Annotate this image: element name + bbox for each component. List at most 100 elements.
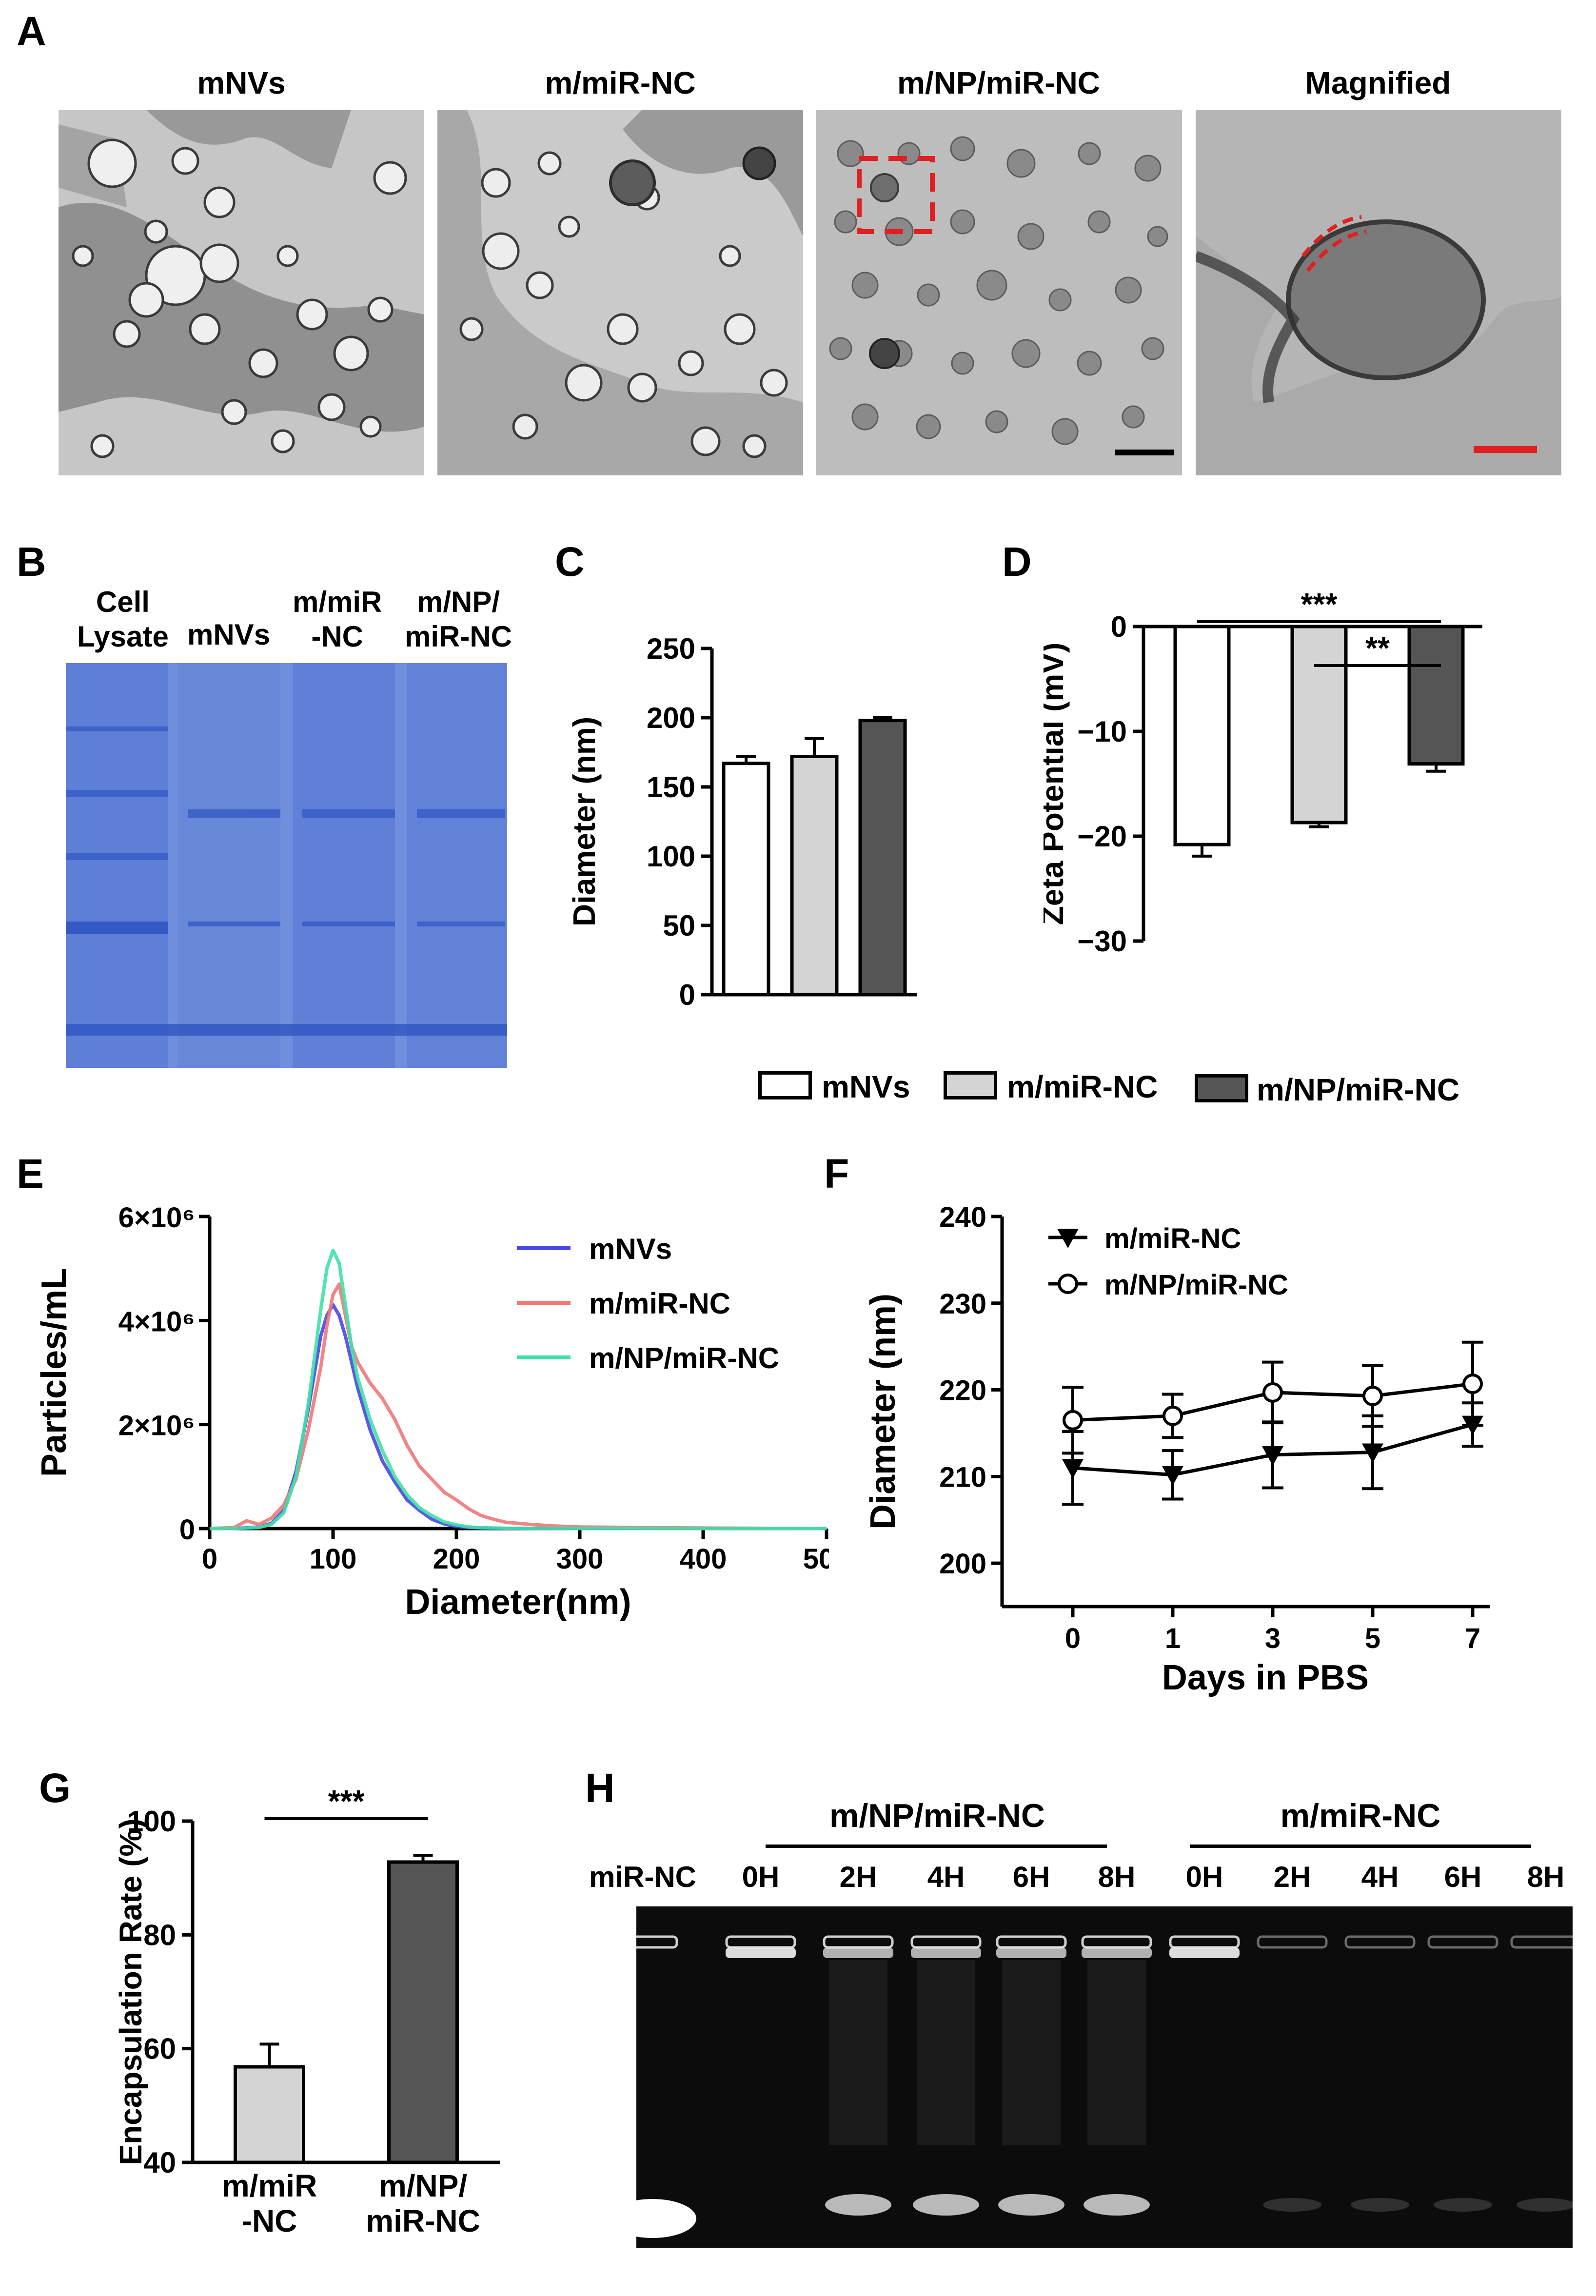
chart-f-marker-triangle bbox=[1062, 1459, 1084, 1479]
chart-f-marker-circle bbox=[1462, 1374, 1483, 1394]
chart-e-xtick-label: 0 bbox=[202, 1543, 217, 1575]
gel-group-bracket-2 bbox=[1190, 1845, 1531, 1848]
chart-f-marker-circle bbox=[1063, 1410, 1083, 1431]
chart-f-marker-circle bbox=[1362, 1386, 1383, 1406]
gel-lane-label: 0H bbox=[742, 1861, 780, 1893]
gel-lane-label: 4H bbox=[1361, 1861, 1399, 1893]
chart-g-bar bbox=[387, 1860, 459, 2164]
legend-swatch-mnvs bbox=[758, 1071, 812, 1099]
chart-e-series-line bbox=[210, 1303, 827, 1531]
tem-image-m-np-mir-nc bbox=[816, 110, 1182, 475]
gel-lane-label: 6H bbox=[1444, 1861, 1482, 1893]
tem-title-mnvs: mNVs bbox=[197, 65, 286, 100]
chart-f-legend-marker bbox=[1057, 1229, 1079, 1248]
chart-g-sig-label: *** bbox=[328, 1784, 365, 1819]
gel-band-faint bbox=[1263, 2198, 1321, 2212]
panel-letter-g: G bbox=[39, 1765, 71, 1811]
chart-e-ytick-label: 2×10⁶ bbox=[118, 1410, 195, 1442]
chart-d-bar bbox=[1407, 625, 1465, 766]
chart-g-bar bbox=[234, 2065, 305, 2164]
chart-e: 0 2×10⁶ 4×10⁶ 6×10⁶ 0 100 200 300 400 500 Diameter… bbox=[35, 1202, 829, 1622]
gel-lane-labels: miR-NC 0H 2H 4H 6H 8H 0H 2H 4H 6H 8H bbox=[0, 1863, 1596, 1897]
chart-d-sig-label: ** bbox=[1365, 630, 1390, 666]
chart-g-category-label: -NC bbox=[242, 2203, 297, 2238]
chart-c-bar bbox=[858, 719, 907, 997]
chart-e-ylabel: Particles/mL bbox=[35, 1268, 74, 1477]
chart-e-ytick-label: 0 bbox=[179, 1514, 195, 1546]
chart-f-ytick-label: 200 bbox=[939, 1548, 986, 1580]
tem-image-m-mir-nc bbox=[437, 110, 803, 475]
chart-f-xlabel: Days in PBS bbox=[1162, 1658, 1369, 1697]
gel-smear bbox=[1002, 1960, 1061, 2145]
gel-smear bbox=[1087, 1960, 1146, 2145]
chart-f-ytick-label: 210 bbox=[939, 1461, 986, 1493]
panel-letter-d: D bbox=[1002, 539, 1032, 585]
chart-f-xtick-label: 7 bbox=[1465, 1623, 1480, 1654]
chart-g-ytick-label: 100 bbox=[127, 1805, 176, 1838]
panel-letter-c: C bbox=[555, 539, 585, 585]
tem-image-mnvs bbox=[59, 110, 424, 475]
gel-lane-label: 0H bbox=[1185, 1861, 1223, 1893]
chart-c-ylabel: Diameter (nm) bbox=[567, 717, 602, 926]
chart-e-legend-label: m/NP/miR-NC bbox=[589, 1342, 779, 1374]
legend-label-m-np-mir-nc: m/NP/miR-NC bbox=[1257, 1072, 1460, 1107]
chart-c-ytick-label: 200 bbox=[647, 702, 695, 734]
legend-swatch-m-mir-nc bbox=[944, 1071, 997, 1099]
gel-band-retained bbox=[1082, 1947, 1152, 1958]
legend-label-mnvs: mNVs bbox=[822, 1069, 910, 1104]
chart-e-series-line bbox=[209, 1282, 827, 1531]
chart-g-category-label: m/NP/ bbox=[379, 2168, 468, 2203]
chart-g-ytick-label: 60 bbox=[143, 2033, 176, 2065]
tem-image-magnified bbox=[1196, 110, 1561, 475]
chart-e-ytick-label: 6×10⁶ bbox=[118, 1202, 195, 1234]
legend-swatch-m-np-mir-nc bbox=[1195, 1074, 1248, 1102]
legend-cd: mNVs m/miR-NC m/NP/miR-NC bbox=[758, 1065, 1519, 1109]
chart-g-ytick-label: 80 bbox=[143, 1919, 176, 1951]
chart-c-ytick-label: 0 bbox=[679, 979, 695, 1011]
chart-e-xlabel: Diameter(nm) bbox=[405, 1583, 631, 1622]
chart-f-marker-circle bbox=[1262, 1382, 1283, 1403]
gel-band-retained bbox=[996, 1947, 1066, 1958]
gel-lane-label-cell-lysate: Cell Lysate bbox=[77, 586, 169, 653]
gel-lane-label: 2H bbox=[1273, 1861, 1311, 1893]
chart-c-bar bbox=[722, 762, 770, 997]
gel-lane-label: 6H bbox=[1012, 1861, 1050, 1893]
tem-title-m-np-mir-nc: m/NP/miR-NC bbox=[897, 65, 1101, 100]
gel-lane-label: 4H bbox=[927, 1861, 965, 1893]
gel-band-faint bbox=[1434, 2198, 1492, 2212]
chart-d-ytick-label: 0 bbox=[1111, 610, 1127, 643]
gel-lane-label: miR-NC bbox=[589, 1861, 696, 1893]
tem-title-m-mir-nc: m/miR-NC bbox=[545, 65, 696, 100]
chart-f-legend-label: m/NP/miR-NC bbox=[1104, 1269, 1288, 1301]
chart-f-legend-label: m/miR-NC bbox=[1104, 1223, 1241, 1255]
chart-c-bar bbox=[790, 755, 839, 997]
gel-smear bbox=[829, 1960, 887, 2145]
chart-g-ytick-label: 40 bbox=[143, 2146, 176, 2179]
chart-c-ytick-label: 150 bbox=[647, 771, 695, 804]
gel-well bbox=[1427, 1935, 1498, 1949]
chart-c-ytick-label: 250 bbox=[647, 632, 695, 665]
chart-f-xtick-label: 1 bbox=[1165, 1623, 1181, 1654]
chart-d-bar bbox=[1290, 625, 1348, 824]
gel-well bbox=[1257, 1935, 1328, 1949]
chart-f-marker-triangle bbox=[1162, 1466, 1183, 1486]
chart-c: 0 50 100 150 200 250 Diameter (nm) bbox=[567, 632, 917, 1011]
gel-band-retained bbox=[911, 1947, 981, 1958]
chart-d-ytick-label: −20 bbox=[1077, 820, 1127, 853]
chart-f-ytick-label: 240 bbox=[939, 1201, 986, 1233]
chart-e-xtick-label: 400 bbox=[680, 1543, 727, 1575]
chart-e-series-line bbox=[210, 1248, 827, 1531]
gel-group-label-m-mir-nc: m/miR-NC bbox=[1280, 1797, 1441, 1834]
chart-d-ytick-label: −10 bbox=[1077, 715, 1127, 748]
chart-d-ytick-label: −30 bbox=[1077, 925, 1127, 958]
gel-lane-label: 8H bbox=[1098, 1861, 1136, 1893]
gel-group-bracket-1 bbox=[766, 1845, 1107, 1848]
gel-smear bbox=[917, 1960, 975, 2145]
gel-band-retained bbox=[1169, 1947, 1240, 1958]
tem-title-magnified: Magnified bbox=[1305, 65, 1451, 100]
chart-f-xtick-label: 5 bbox=[1365, 1623, 1380, 1654]
panel-letter-a: A bbox=[17, 8, 46, 54]
chart-f-ylabel: Diameter (nm) bbox=[864, 1294, 903, 1530]
panel-letter-b: B bbox=[17, 539, 46, 585]
